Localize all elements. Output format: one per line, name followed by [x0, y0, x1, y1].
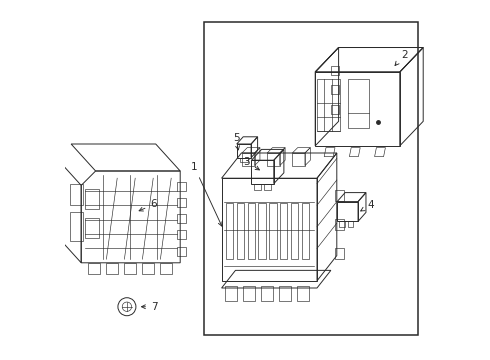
Bar: [347, 79, 369, 128]
Text: 1: 1: [191, 162, 222, 226]
Bar: [347, 221, 353, 227]
Bar: [269, 203, 277, 259]
Bar: [297, 286, 309, 301]
Bar: [335, 248, 344, 259]
Bar: [261, 286, 273, 301]
Text: 4: 4: [361, 200, 373, 211]
Text: 5: 5: [233, 133, 240, 150]
Bar: [247, 203, 255, 259]
Bar: [106, 263, 118, 274]
Bar: [265, 184, 271, 190]
Bar: [160, 263, 172, 274]
Bar: [339, 221, 345, 227]
Text: 6: 6: [139, 199, 157, 211]
Bar: [71, 212, 83, 241]
Bar: [243, 286, 255, 301]
Bar: [85, 218, 99, 238]
Text: 2: 2: [395, 50, 407, 66]
Bar: [279, 286, 291, 301]
Text: 3: 3: [244, 157, 259, 170]
Bar: [124, 263, 136, 274]
Bar: [317, 79, 341, 131]
Bar: [176, 230, 186, 239]
Bar: [225, 286, 237, 301]
Text: 7: 7: [142, 302, 158, 312]
Bar: [204, 22, 418, 335]
Bar: [254, 184, 261, 190]
Bar: [88, 263, 100, 274]
Bar: [176, 247, 186, 256]
Bar: [176, 182, 186, 191]
Bar: [301, 203, 309, 259]
Bar: [143, 263, 154, 274]
Bar: [335, 190, 344, 201]
Bar: [176, 214, 186, 223]
Bar: [71, 184, 83, 205]
Bar: [237, 203, 245, 259]
Bar: [291, 203, 298, 259]
Bar: [226, 203, 233, 259]
Bar: [258, 203, 266, 259]
Bar: [85, 189, 99, 209]
Bar: [240, 158, 247, 162]
Bar: [280, 203, 288, 259]
Bar: [335, 219, 344, 230]
Bar: [176, 198, 186, 207]
